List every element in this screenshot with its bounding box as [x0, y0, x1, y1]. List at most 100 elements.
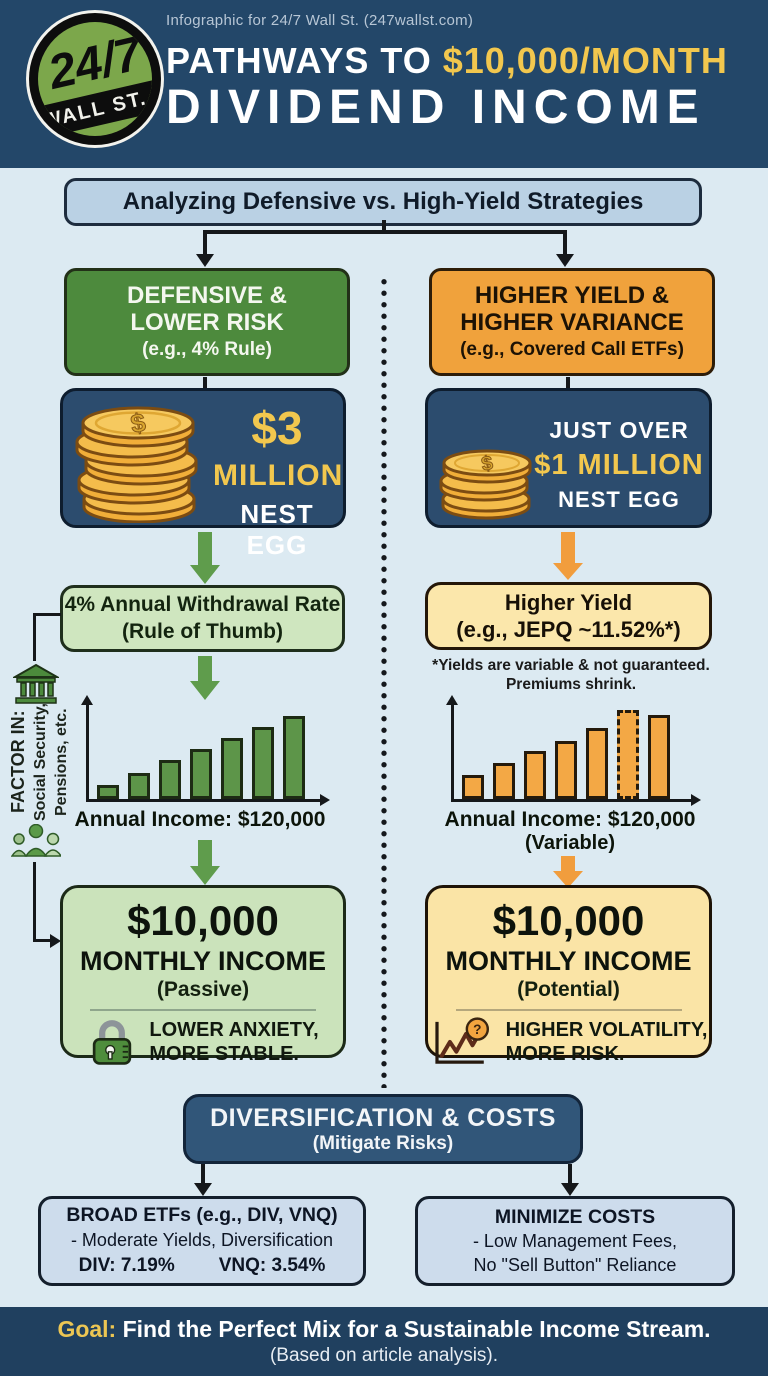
factor-in-line2: Pensions, etc.: [53, 708, 70, 816]
yield-line2: (e.g., JEPQ ~11.52%*): [456, 617, 681, 642]
coin-stack-icon: $: [439, 449, 532, 520]
factor-in-title: FACTOR IN:: [8, 710, 28, 814]
orange-down-arrow-head: [553, 563, 583, 580]
note-line2: MORE STABLE.: [149, 1043, 299, 1065]
title-yellow-part: $10,000/MONTH: [442, 40, 728, 81]
defensive-subtitle: (e.g., 4% Rule): [142, 339, 272, 361]
diversification-box: DIVERSIFICATION & COSTS (Mitigate Risks): [183, 1094, 583, 1164]
footnote-line2: Premiums shrink.: [505, 676, 637, 694]
bar-6: [617, 710, 639, 799]
minimize-costs-box: MINIMIZE COSTS - Low Management Fees, No…: [415, 1196, 735, 1286]
svg-text:?: ?: [473, 1022, 481, 1037]
orange-down-arrow: [561, 856, 575, 872]
income-label: MONTHLY INCOME: [445, 946, 692, 976]
green-down-arrow: [198, 656, 212, 682]
broad-etfs-box: BROAD ETFs (e.g., DIV, VNQ) - Moderate Y…: [38, 1196, 366, 1286]
yield-line1: Higher Yield: [504, 589, 633, 615]
green-down-arrow: [198, 840, 212, 867]
right-chart-x-axis: [451, 799, 693, 802]
247-wallst-logo: 24/7 WALL ST.: [26, 10, 164, 148]
withdrawal-rate-box: 4% Annual Withdrawal Rate (Rule of Thumb…: [60, 585, 345, 652]
defensive-title-2: LOWER RISK: [130, 308, 284, 336]
factor-in-text: FACTOR IN: Social Security, Pensions, et…: [8, 700, 74, 824]
left-chart-x-arrow: [320, 794, 330, 806]
divider: [455, 1009, 682, 1011]
connector-line: [201, 1164, 205, 1185]
income-qualifier: (Passive): [156, 978, 250, 1001]
connector-line: [203, 377, 207, 390]
lock-icon: [93, 1020, 132, 1065]
high-yield-title-1: HIGHER YIELD &: [474, 281, 670, 309]
vnq-yield: VNQ: 3.54%: [218, 1255, 326, 1277]
main-title-line2: DIVIDEND INCOME: [166, 81, 706, 134]
nest-egg-text-right: JUST OVER $1 MILLION NEST EGG: [530, 417, 708, 513]
people-icon: [11, 824, 61, 857]
bar-3: [524, 751, 546, 799]
factor-bracket-line: [33, 613, 36, 661]
withdrawal-line1: 4% Annual Withdrawal Rate: [64, 593, 341, 617]
header-band: 24/7 WALL ST. Infographic for 24/7 Wall …: [0, 0, 768, 168]
green-down-arrow-head: [190, 565, 220, 584]
strategies-banner: Analyzing Defensive vs. High-Yield Strat…: [64, 178, 702, 226]
minimize-costs-line3: No "Sell Button" Reliance: [473, 1254, 677, 1275]
right-bar-chart: [462, 709, 670, 799]
bar-2: [493, 763, 515, 799]
factor-bracket-line: [33, 939, 51, 942]
left-bar-chart: [97, 714, 305, 799]
connector-line: [566, 377, 570, 390]
connector-line: [563, 230, 567, 255]
goal-line: Goal: Find the Perfect Mix for a Sustain…: [57, 1316, 710, 1343]
down-arrow-icon: [194, 1183, 212, 1196]
income-label: MONTHLY INCOME: [79, 946, 327, 976]
nest-egg-box-left: $ $3 MILLION NEST EGG: [60, 388, 346, 560]
footer-subtext: (Based on article analysis).: [269, 1345, 499, 1366]
divider: [90, 1009, 316, 1011]
logo-inner-circle: 24/7 WALL ST.: [38, 22, 152, 136]
broad-etfs-line2: - Moderate Yields, Diversification: [70, 1229, 334, 1250]
minimize-costs-title: MINIMIZE COSTS: [494, 1205, 656, 1228]
connector-line: [382, 220, 386, 232]
right-arrow-icon: [50, 934, 61, 948]
credit-line: Infographic for 24/7 Wall St. (247wallst…: [166, 12, 474, 29]
defensive-strategy-box: DEFENSIVE & LOWER RISK (e.g., 4% Rule): [64, 268, 350, 376]
connector-line: [568, 1164, 572, 1185]
factor-in-line1: Social Security,: [32, 703, 49, 821]
factor-bracket-line: [33, 613, 61, 616]
nest-label: NEST EGG: [240, 499, 314, 560]
diversification-subtitle: (Mitigate Risks): [312, 1132, 454, 1154]
factor-bracket-line: [33, 862, 36, 942]
diversification-title: DIVERSIFICATION & COSTS: [210, 1103, 556, 1132]
logo-outer-ring: 24/7 WALL ST.: [29, 13, 161, 145]
high-yield-strategy-box: HIGHER YIELD & HIGHER VARIANCE (e.g., Co…: [429, 268, 715, 376]
volatility-icon: ?: [434, 1017, 489, 1064]
note-line1: LOWER ANXIETY,: [149, 1019, 319, 1041]
nest-egg-box-right: $ JUST OVER $1 MILLION NEST EGG: [425, 388, 712, 528]
right-chart-y-arrow: [446, 695, 458, 705]
bar-3: [159, 760, 181, 799]
bar-7: [283, 716, 305, 799]
orange-down-arrow-head: [553, 871, 583, 888]
minimize-costs-line2: - Low Management Fees,: [472, 1231, 678, 1252]
down-arrow-icon: [556, 254, 574, 267]
down-arrow-icon: [561, 1183, 579, 1196]
bank-icon: [13, 663, 59, 704]
income-note-row: LOWER ANXIETY, MORE STABLE.: [63, 1017, 343, 1067]
orange-down-arrow: [561, 532, 575, 564]
defensive-title-1: DEFENSIVE &: [126, 281, 288, 309]
bar-1: [462, 775, 484, 799]
bar-5: [221, 738, 243, 799]
main-title-line1: PATHWAYS TO $10,000/MONTH: [166, 40, 728, 82]
connector-line: [203, 230, 567, 234]
nest-label: NEST EGG: [558, 487, 680, 512]
monthly-income-box-right: $10,000 MONTHLY INCOME (Potential) ? HIG…: [425, 885, 712, 1065]
goal-label: Goal:: [57, 1316, 117, 1342]
goal-text: Find the Perfect Mix for a Sustainable I…: [116, 1316, 711, 1342]
bar-7: [648, 715, 670, 799]
broad-etfs-yields: DIV: 7.19% VNQ: 3.54%: [79, 1254, 326, 1279]
higher-yield-box: Higher Yield (e.g., JEPQ ~11.52%*): [425, 582, 712, 650]
down-arrow-icon: [196, 254, 214, 267]
green-down-arrow: [198, 532, 212, 566]
footnote-line1: *Yields are variable & not guaranteed.: [432, 657, 710, 674]
green-down-arrow-head: [190, 681, 220, 700]
